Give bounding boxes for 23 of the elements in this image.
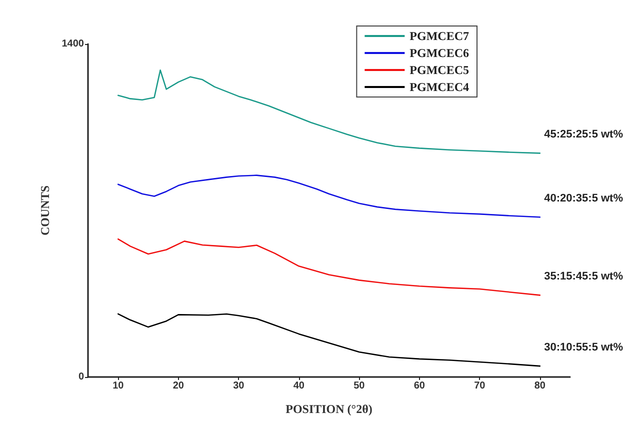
x-tick-label: 10 xyxy=(112,380,124,392)
annotation: 30:10:55:5 wt% xyxy=(544,342,624,354)
legend-label: PGMCEC7 xyxy=(410,29,469,43)
x-tick-label: 20 xyxy=(172,380,184,392)
x-tick-label: 80 xyxy=(534,380,546,392)
y-tick-label: 1400 xyxy=(62,38,84,50)
annotation: 35:15:45:5 wt% xyxy=(544,270,624,283)
x-tick-label: 60 xyxy=(414,380,426,392)
annotation: 45:25:25:5 wt% xyxy=(544,128,624,141)
annotation: 40:20:35:5 wt% xyxy=(544,192,624,205)
line-series xyxy=(117,174,541,218)
legend-label: PGMCEC5 xyxy=(410,63,469,77)
x-tick-label: 50 xyxy=(354,380,366,392)
y-tick-label: 0 xyxy=(78,372,84,382)
legend-label: PGMCEC6 xyxy=(410,46,469,60)
x-tick-label: 70 xyxy=(474,380,486,392)
legend-label: PGMCEC4 xyxy=(410,80,469,94)
x-tick-label: 40 xyxy=(293,380,305,392)
x-axis-title: POSITION (°2θ) xyxy=(286,402,372,416)
y-axis-title: COUNTS xyxy=(38,185,52,236)
x-tick-label: 30 xyxy=(233,380,245,392)
line-series xyxy=(117,238,541,296)
line-series xyxy=(117,313,541,367)
